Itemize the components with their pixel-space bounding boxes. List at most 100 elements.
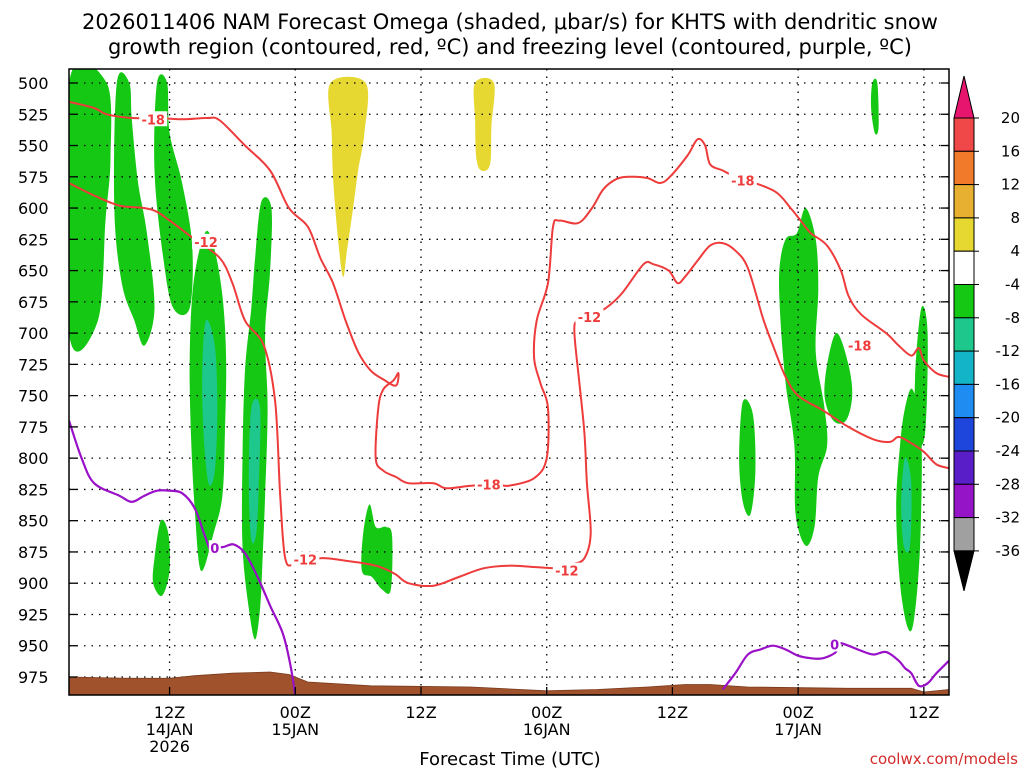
isotherm-label-6: -18 bbox=[731, 175, 755, 190]
x-tick-label-16-1: 00Z bbox=[280, 703, 311, 722]
contour-labels: -18 -12 -12 -18 -12 -12 -18 -18 0 0 bbox=[139, 111, 874, 653]
omega-region-17 bbox=[473, 77, 495, 172]
colorbar-swatch-12 bbox=[953, 483, 975, 519]
colorbar-swatch-13 bbox=[953, 517, 975, 552]
colorbar-bottom-arrow bbox=[953, 550, 975, 592]
omega-region-8 bbox=[361, 504, 393, 594]
contours bbox=[69, 100, 949, 695]
colorbar-label-3: 8 bbox=[1010, 209, 1020, 227]
y-tick-label-550: 550 bbox=[18, 137, 49, 156]
y-tick-label-825: 825 bbox=[18, 480, 49, 499]
omega-region-10 bbox=[778, 208, 828, 546]
y-tick-label-875: 875 bbox=[18, 543, 49, 562]
colorbar-label-12: -32 bbox=[996, 509, 1021, 527]
colorbar-swatch-9 bbox=[953, 383, 975, 419]
x-tick-label-66-1: 12Z bbox=[908, 703, 939, 722]
x-tick-label-36-2: 16JAN bbox=[523, 720, 571, 739]
freezing-level-line-0 bbox=[69, 420, 297, 695]
y-tick-label-525: 525 bbox=[18, 105, 49, 124]
credit-text: coolwx.com/models bbox=[870, 750, 1018, 768]
colorbar-label-2: 12 bbox=[1001, 176, 1020, 194]
colorbar-swatch-2 bbox=[953, 150, 975, 186]
x-axis-title: Forecast Time (UTC) bbox=[419, 749, 600, 768]
omega-region-7 bbox=[152, 519, 171, 597]
isotherm-label-5: -12 bbox=[578, 311, 602, 326]
omega-region-11 bbox=[824, 333, 853, 424]
omega-region-14 bbox=[901, 457, 912, 553]
y-tick-label-950: 950 bbox=[18, 637, 49, 656]
isotherm-label-2: -12 bbox=[294, 553, 318, 568]
chart-title-line1: 2026011406 NAM Forecast Omega (shaded, μ… bbox=[82, 10, 938, 34]
y-tick-label-925: 925 bbox=[18, 605, 49, 624]
freezing-label-1-bg bbox=[828, 636, 841, 652]
y-tick-label-675: 675 bbox=[18, 293, 49, 312]
freezing-label-1: 0 bbox=[830, 638, 839, 653]
freezing-level-line-1 bbox=[721, 641, 949, 691]
y-axis: 500 525 550 575 600 625 650 675 700 725 750 775 800 8… bbox=[18, 74, 949, 687]
isotherm-label-4-bg bbox=[552, 562, 581, 578]
omega-region-16 bbox=[328, 76, 369, 277]
x-tick-label-6-1: 12Z bbox=[154, 703, 185, 722]
isotherm-label-1: -12 bbox=[194, 236, 218, 251]
y-tick-label-850: 850 bbox=[18, 512, 49, 531]
y-tick-label-575: 575 bbox=[18, 168, 49, 187]
colorbar-swatch-6 bbox=[953, 284, 975, 319]
omega-region-4 bbox=[202, 319, 218, 486]
colorbar-top-arrow bbox=[953, 75, 975, 119]
colorbar: 20 16 12 8 4 -4 -8 -12 -16 -20 -24 -28 -32 -36 bbox=[953, 75, 1021, 592]
isotherm-label-1-bg bbox=[192, 233, 221, 249]
colorbar-label-6: -8 bbox=[1005, 309, 1020, 327]
colorbar-label-1: 16 bbox=[1001, 142, 1020, 160]
freezing-label-0: 0 bbox=[210, 542, 219, 557]
x-tick-label-56-2: 17JAN bbox=[774, 720, 822, 739]
omega-region-6 bbox=[248, 398, 261, 544]
x-tick-label-6-2: 14JAN bbox=[146, 720, 194, 739]
omega-region-1 bbox=[113, 72, 155, 346]
colorbar-swatch-3 bbox=[953, 184, 975, 219]
x-tick-label-56-1: 00Z bbox=[782, 703, 813, 722]
isotherm-label-3-bg bbox=[474, 476, 503, 492]
y-tick-label-600: 600 bbox=[18, 199, 49, 218]
y-tick-label-900: 900 bbox=[18, 574, 49, 593]
isotherm-label-7: -18 bbox=[848, 340, 872, 355]
isotherm-label-5-bg bbox=[575, 308, 604, 324]
colorbar-label-13: -36 bbox=[996, 542, 1021, 560]
colorbar-swatch-8 bbox=[953, 350, 975, 385]
plot-frame bbox=[68, 68, 950, 696]
x-tick-label-26-1: 12Z bbox=[405, 703, 436, 722]
colorbar-label-9: -20 bbox=[996, 409, 1021, 427]
colorbar-label-5: -4 bbox=[1005, 276, 1020, 294]
colorbar-label-11: -28 bbox=[996, 475, 1021, 493]
x-tick-label-16-2: 15JAN bbox=[271, 720, 319, 739]
colorbar-label-4: 4 bbox=[1010, 242, 1020, 260]
y-tick-label-625: 625 bbox=[18, 230, 49, 249]
y-tick-label-500: 500 bbox=[18, 74, 49, 93]
isotherm-label-4: -12 bbox=[555, 565, 579, 580]
y-tick-label-650: 650 bbox=[18, 262, 49, 281]
x-tick-label-46-1: 12Z bbox=[657, 703, 688, 722]
omega-region-9 bbox=[739, 399, 756, 517]
y-tick-label-975: 975 bbox=[18, 668, 49, 687]
isotherm-line-1 bbox=[69, 182, 949, 588]
colorbar-swatch-11 bbox=[953, 450, 975, 485]
y-tick-label-750: 750 bbox=[18, 387, 49, 406]
colorbar-label-8: -16 bbox=[996, 375, 1021, 393]
colorbar-swatch-7 bbox=[953, 317, 975, 352]
colorbar-swatch-4 bbox=[953, 217, 975, 252]
colorbar-label-7: -12 bbox=[996, 342, 1021, 360]
isotherm-label-3: -18 bbox=[477, 478, 501, 493]
chart-title-line2: growth region (contoured, red, ºC) and f… bbox=[108, 35, 912, 59]
y-tick-label-800: 800 bbox=[18, 449, 49, 468]
isotherm-label-0-bg bbox=[139, 111, 168, 127]
omega-shading bbox=[69, 69, 928, 640]
isotherm-label-7-bg bbox=[845, 337, 874, 353]
colorbar-swatch-10 bbox=[953, 417, 975, 452]
isotherm-label-2-bg bbox=[291, 551, 320, 567]
omega-region-15 bbox=[870, 78, 879, 135]
x-tick-label-6-3: 2026 bbox=[149, 737, 190, 756]
omega-region-2 bbox=[154, 74, 193, 316]
isotherm-label-6-bg bbox=[728, 172, 757, 188]
x-tick-label-36-1: 00Z bbox=[531, 703, 562, 722]
freezing-label-0-bg bbox=[208, 540, 221, 556]
